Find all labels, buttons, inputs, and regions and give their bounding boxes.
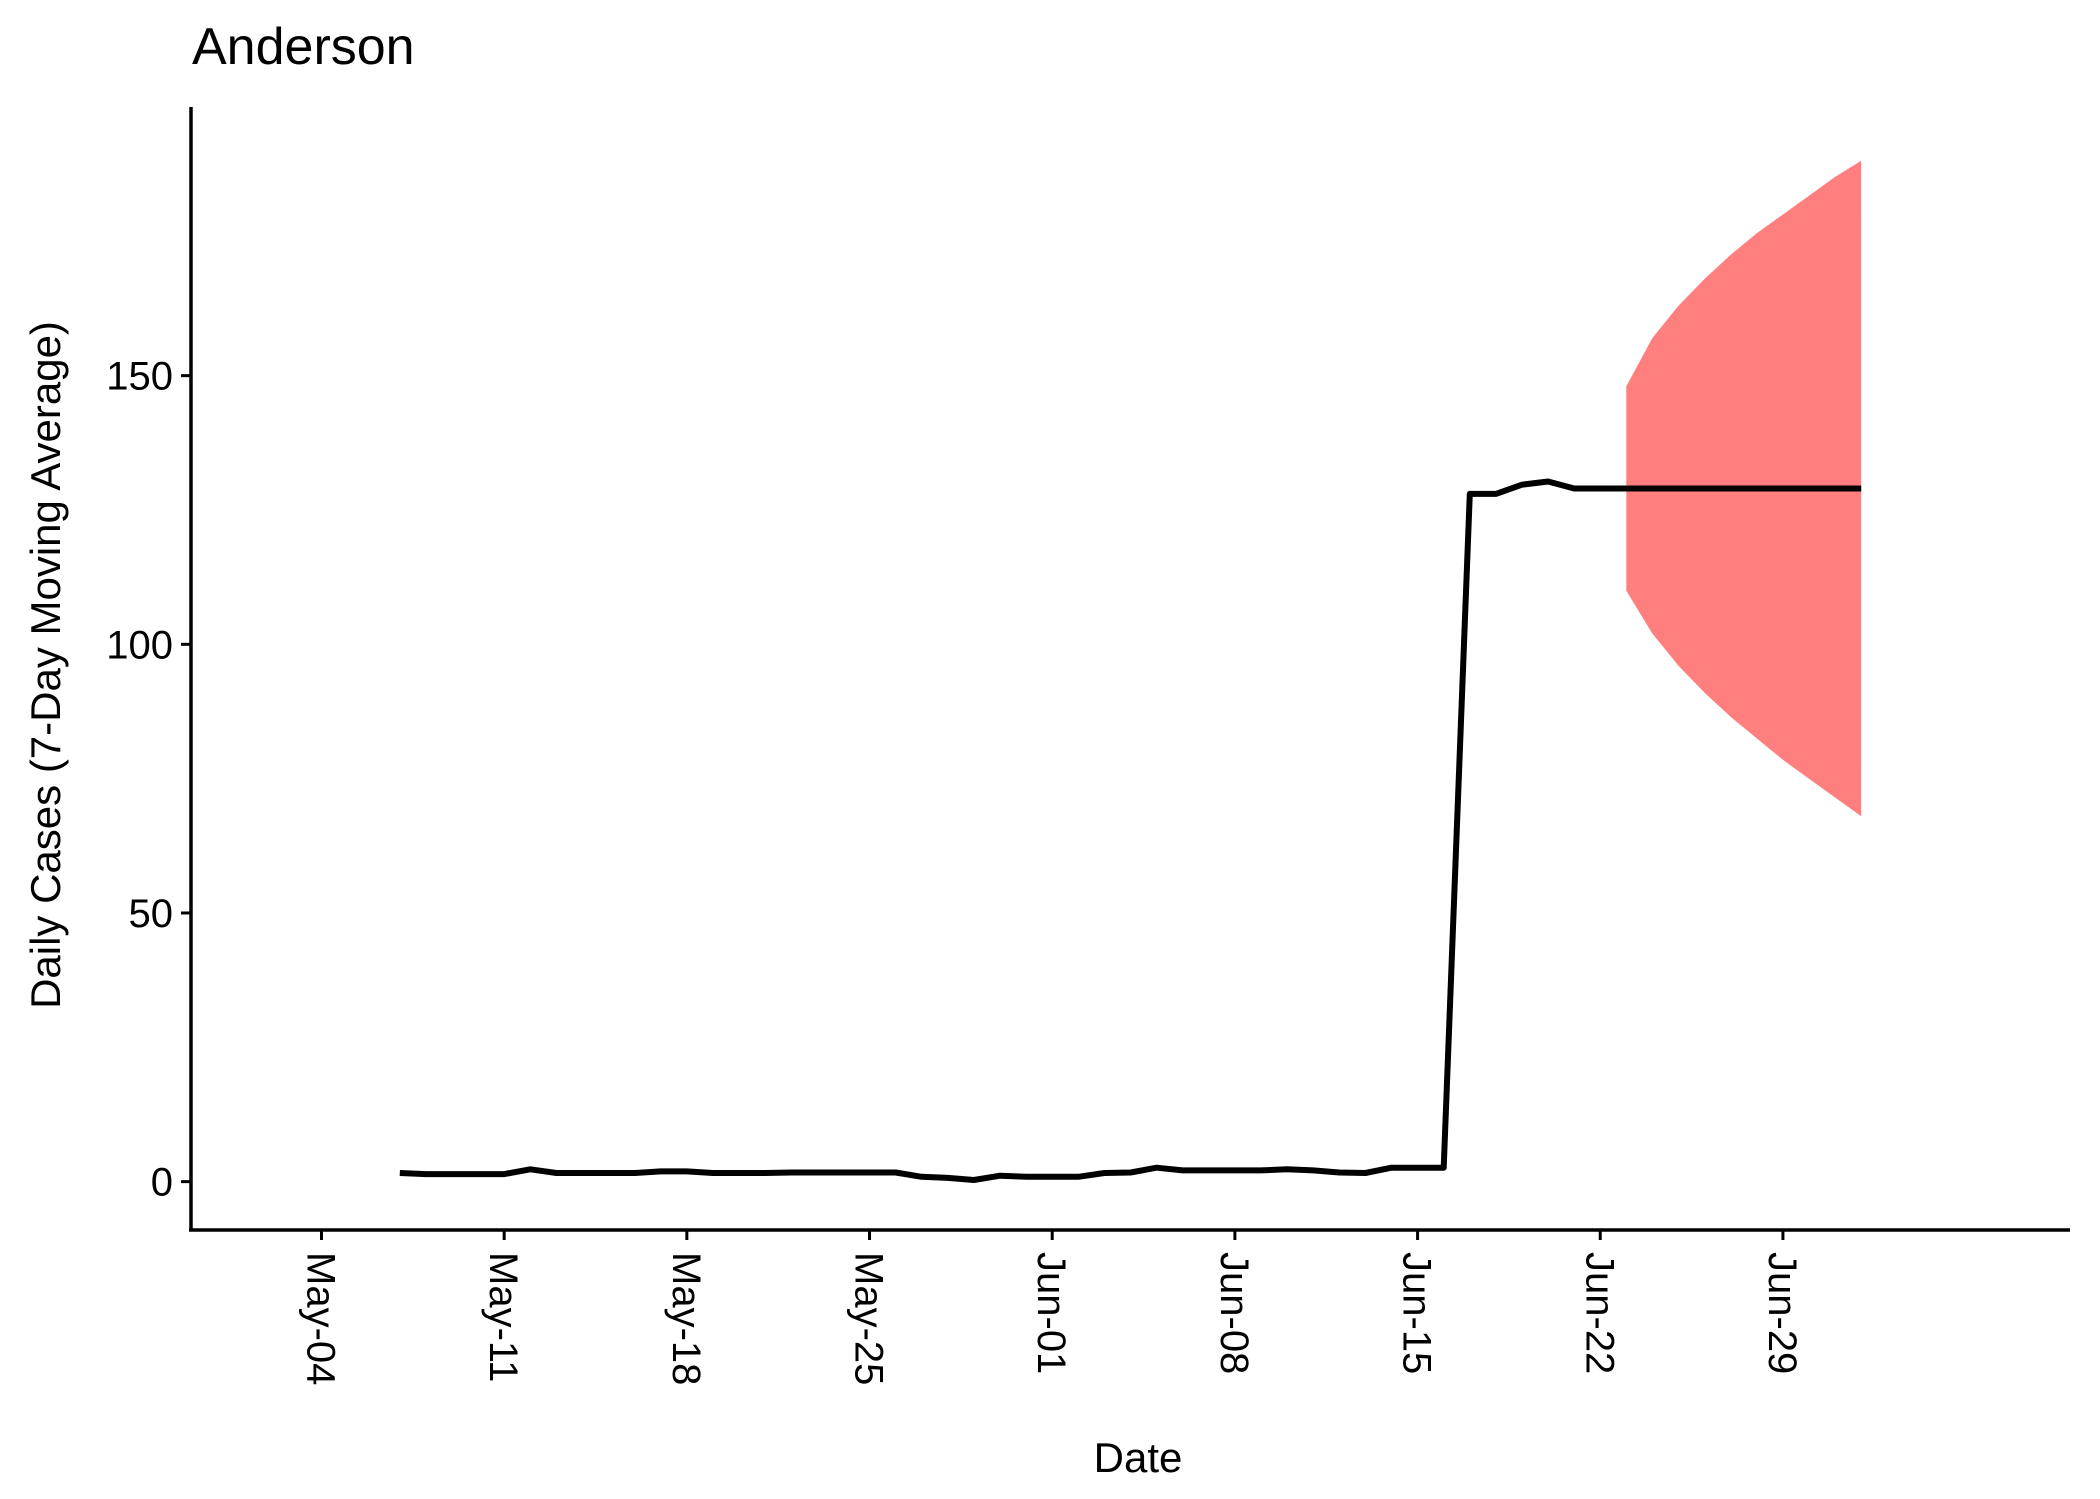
x-tick-label: Jun-22	[1577, 1252, 1621, 1374]
axes	[189, 107, 2070, 1232]
y-tick-label: 100	[106, 623, 173, 667]
x-tick-label: Jun-15	[1395, 1252, 1439, 1374]
x-tick-label: May-18	[664, 1252, 708, 1385]
series-line-layer	[399, 478, 1862, 1183]
y-tick-label: 0	[151, 1161, 173, 1205]
y-axis-label: Daily Cases (7-Day Moving Average)	[22, 321, 69, 1009]
y-ticks: 0 50 100 150	[106, 355, 191, 1205]
chart-title: Anderson	[192, 18, 415, 76]
x-ticks: May-04 May-11 May-18 May-25 Jun-01 Jun-08 Jun-…	[299, 1230, 1804, 1385]
x-tick-label: Jun-01	[1029, 1252, 1073, 1374]
y-tick-label: 50	[129, 892, 174, 936]
x-tick-label: May-04	[299, 1252, 343, 1385]
x-tick-label: May-11	[481, 1252, 525, 1382]
x-axis-label: Date	[1094, 1434, 1183, 1481]
x-tick-label: May-25	[847, 1252, 891, 1385]
x-tick-label: Jun-08	[1212, 1252, 1256, 1374]
series-line-0	[399, 478, 1862, 1183]
x-tick-label: Jun-29	[1760, 1252, 1804, 1374]
y-tick-label: 150	[106, 355, 173, 399]
